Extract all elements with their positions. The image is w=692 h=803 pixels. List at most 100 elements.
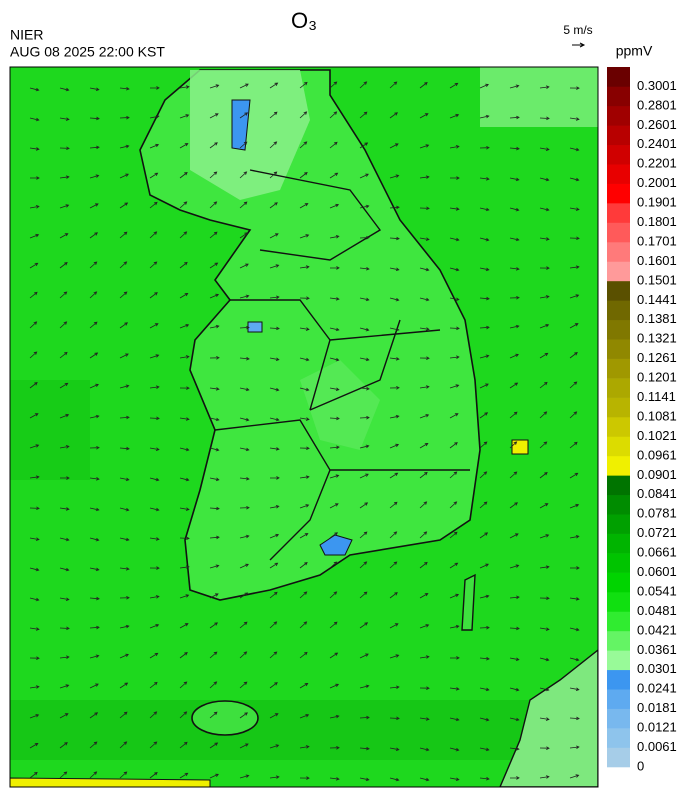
wind-arrow	[389, 81, 398, 89]
wind-arrow	[179, 231, 188, 239]
wind-arrow	[209, 201, 218, 209]
wind-arrow	[149, 86, 160, 90]
colorbar-band	[607, 222, 630, 243]
wind-arrow	[119, 596, 130, 600]
wind-arrow	[479, 354, 490, 359]
wind-arrow	[29, 597, 40, 602]
wind-arrow	[239, 712, 248, 719]
wind-arrow	[60, 476, 70, 480]
wind-arrow	[239, 325, 250, 330]
wind-arrow	[359, 415, 370, 420]
wind-arrow	[119, 415, 130, 420]
wind-arrow	[149, 537, 160, 541]
wind-arrow	[479, 114, 490, 119]
low-area	[231, 99, 251, 151]
colorbar-band	[607, 553, 630, 573]
colorbar-band	[607, 339, 630, 359]
wind-arrow	[149, 624, 160, 629]
wind-arrow	[299, 621, 308, 629]
wind-arrow	[269, 111, 278, 119]
wind-arrow	[29, 233, 40, 239]
wind-arrow	[89, 145, 100, 150]
wind-arrow	[449, 624, 460, 629]
wind-arrow	[149, 771, 158, 779]
wind-arrow	[419, 237, 430, 241]
wind-arrow	[239, 112, 249, 119]
wind-arrow	[299, 714, 310, 719]
wind-arrow	[119, 741, 128, 749]
wind-arrow	[419, 327, 430, 331]
wind-arrow	[329, 445, 340, 450]
wind-arrow	[89, 352, 99, 359]
colorbar-label: 0.1381	[637, 311, 677, 326]
wind-arrow	[89, 654, 100, 659]
wind-arrow	[509, 267, 520, 271]
wind-arrow	[179, 324, 190, 329]
wind-arrow	[479, 441, 488, 449]
wind-arrow	[119, 322, 128, 329]
wind-arrow	[269, 233, 279, 239]
wind-arrow	[59, 291, 68, 299]
wind-arrow	[89, 174, 100, 179]
wind-arrow	[179, 681, 188, 689]
wind-arrow	[299, 327, 310, 331]
colorbar-band	[607, 514, 630, 534]
field-patch	[10, 380, 90, 480]
wind-arrow	[359, 204, 370, 209]
wind-arrow	[29, 567, 40, 572]
wind-arrow	[389, 561, 398, 569]
wind-arrow	[509, 657, 520, 661]
wind-arrow	[59, 713, 69, 719]
wind-arrow	[269, 295, 280, 300]
wind-arrow	[89, 414, 100, 419]
wind-arrow	[329, 266, 340, 270]
wind-arrow	[539, 627, 550, 631]
wind-arrow	[509, 84, 520, 89]
high-area	[10, 777, 211, 787]
wind-arrow	[299, 141, 308, 149]
wind-arrow	[419, 267, 430, 272]
wind-arrow	[329, 297, 340, 301]
wind-arrow	[29, 627, 40, 631]
wind-arrow	[569, 207, 580, 211]
wind-arrow	[29, 742, 39, 749]
wind-arrow	[239, 681, 248, 689]
wind-arrow	[209, 564, 220, 569]
wind-arrow	[539, 775, 550, 779]
wind-arrow	[299, 651, 308, 659]
wind-arrow	[119, 173, 129, 179]
wind-arrow	[509, 115, 520, 120]
wind-arrow	[389, 143, 399, 149]
wind-arrow	[389, 685, 400, 690]
wind-arrow	[569, 597, 580, 601]
wind-arrow	[29, 262, 39, 269]
wind-arrow	[30, 176, 40, 180]
wind-arrow	[389, 501, 398, 509]
wind-arrow	[179, 651, 188, 659]
wind-arrow	[359, 266, 370, 271]
wind-arrow	[299, 234, 310, 239]
datetime: AUG 08 2025 22:00 KST	[10, 44, 165, 60]
wind-arrow	[509, 237, 520, 242]
wind-arrow	[449, 237, 460, 242]
wind-arrow	[479, 594, 490, 599]
wind-arrow	[149, 385, 160, 390]
wind-arrow	[149, 416, 160, 421]
wind-arrow	[329, 416, 340, 421]
wind-arrow	[179, 172, 188, 179]
wind-arrow	[419, 747, 430, 752]
wind-arrow	[59, 413, 70, 419]
wind-arrow	[89, 116, 100, 121]
map-frame	[9, 66, 599, 788]
wind-arrow	[299, 446, 310, 450]
wind-arrow	[119, 231, 128, 239]
colorbar-label: 0.3001	[637, 78, 677, 93]
wind-arrow	[239, 774, 250, 779]
wind-arrow	[479, 176, 490, 181]
wind-arrow	[29, 537, 40, 541]
wind-arrow	[119, 711, 128, 719]
wind-arrow	[479, 237, 490, 242]
wind-arrow	[509, 747, 520, 751]
wind-arrow	[359, 297, 370, 302]
colorbar-band	[607, 455, 630, 476]
